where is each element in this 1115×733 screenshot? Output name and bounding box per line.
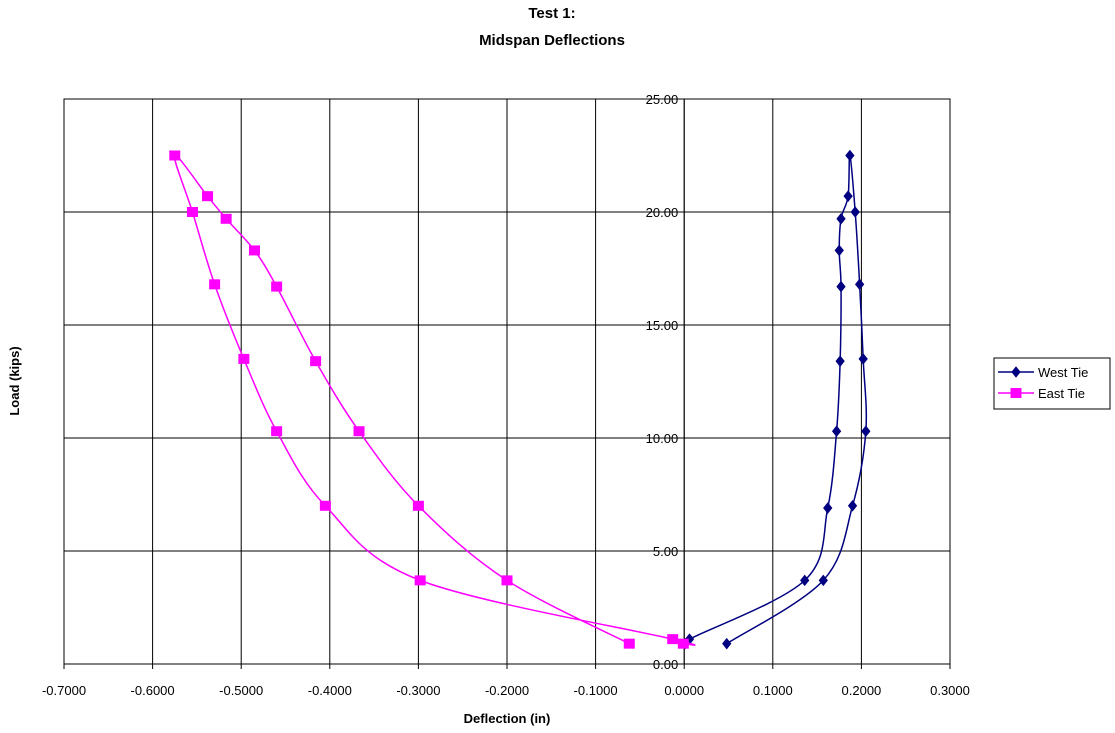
- data-point-east-tie: [501, 575, 513, 586]
- data-point-east-tie: [238, 353, 250, 364]
- x-tick-label: -0.1000: [574, 683, 618, 698]
- series-line-west-tie: [678, 154, 868, 646]
- legend-box: [993, 357, 1111, 410]
- legend: West Tie East Tie: [993, 357, 1111, 410]
- data-point-west-tie: [836, 212, 846, 225]
- data-point-east-tie: [667, 634, 679, 645]
- data-point-west-tie: [800, 574, 810, 587]
- data-point-east-tie: [220, 213, 232, 224]
- data-point-west-tie: [847, 499, 858, 512]
- data-point-west-tie: [831, 425, 842, 438]
- data-point-east-tie: [271, 426, 283, 437]
- x-tick-label: 0.0000: [664, 683, 704, 698]
- legend-marker-east-tie: [1010, 388, 1022, 398]
- data-point-west-tie: [834, 244, 844, 257]
- x-tick-label: -0.7000: [42, 683, 86, 698]
- data-point-east-tie: [169, 150, 181, 161]
- y-tick-label: 5.00: [653, 544, 678, 559]
- data-point-west-tie: [843, 190, 853, 202]
- series-layer: [169, 149, 871, 650]
- legend-marker-west-tie: [1011, 366, 1021, 378]
- data-point-east-tie: [248, 245, 260, 256]
- x-tick-label: -0.4000: [308, 683, 352, 698]
- data-point-east-tie: [209, 279, 221, 290]
- data-point-east-tie: [310, 356, 322, 367]
- data-point-west-tie: [854, 278, 865, 291]
- data-point-west-tie: [858, 353, 868, 365]
- y-tick-label: 25.00: [646, 92, 679, 107]
- y-tick-label: 0.00: [653, 657, 678, 672]
- x-tick-label: -0.5000: [219, 683, 263, 698]
- x-tick-label: -0.2000: [485, 683, 529, 698]
- data-point-west-tie: [845, 149, 855, 162]
- data-point-west-tie: [818, 574, 828, 587]
- y-axis-title: Load (kips): [7, 346, 22, 415]
- chart-subtitle: Midspan Deflections: [479, 32, 625, 49]
- x-axis-ticks: -0.7000 -0.6000 -0.5000 -0.4000 -0.3000 -0.20…: [42, 664, 970, 698]
- data-point-west-tie: [835, 355, 845, 367]
- x-tick-label: 0.1000: [753, 683, 793, 698]
- y-tick-label: 15.00: [646, 318, 679, 333]
- legend-label-west-tie: West Tie: [1038, 365, 1088, 380]
- data-point-east-tie: [677, 638, 689, 649]
- series-west-tie: [678, 149, 871, 650]
- data-point-west-tie: [861, 425, 871, 438]
- y-axis-ticks: 0.00 5.00 10.00 15.00 20.00 25.00: [646, 92, 685, 672]
- data-point-east-tie: [414, 575, 426, 586]
- chart-title: Test 1:: [528, 5, 575, 22]
- data-point-east-tie: [319, 500, 331, 511]
- data-point-east-tie: [623, 638, 635, 649]
- x-tick-label: 0.3000: [930, 683, 970, 698]
- data-point-east-tie: [353, 426, 365, 437]
- data-point-east-tie: [202, 191, 214, 202]
- x-tick-label: -0.3000: [396, 683, 440, 698]
- legend-items: West Tie East Tie: [998, 365, 1088, 401]
- data-point-west-tie: [850, 206, 860, 218]
- data-point-east-tie: [186, 207, 198, 217]
- y-tick-label: 10.00: [646, 431, 679, 446]
- data-point-west-tie: [836, 280, 846, 293]
- x-tick-label: -0.6000: [131, 683, 175, 698]
- data-point-east-tie: [271, 281, 283, 292]
- x-axis-title: Deflection (in): [464, 711, 551, 726]
- legend-label-east-tie: East Tie: [1038, 386, 1085, 401]
- x-tick-label: 0.2000: [842, 683, 882, 698]
- data-point-east-tie: [412, 500, 424, 511]
- data-point-west-tie: [823, 502, 833, 514]
- series-east-tie: [169, 150, 696, 649]
- y-tick-label: 20.00: [646, 205, 679, 220]
- data-point-west-tie: [722, 637, 732, 650]
